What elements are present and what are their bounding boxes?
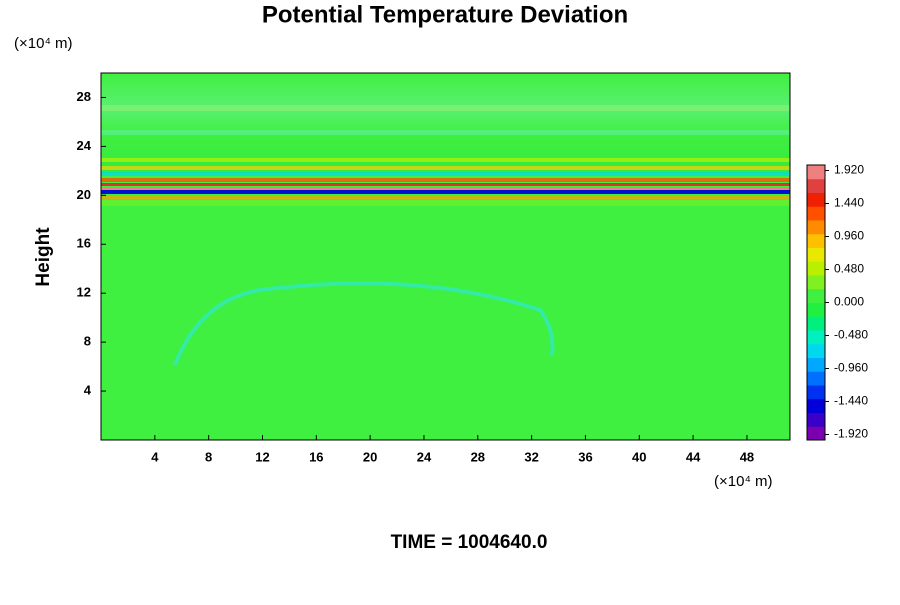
y-unit: (×10⁴ m): [14, 35, 73, 52]
colorbar-band: [807, 233, 825, 248]
time-annotation: TIME = 1004640.0: [391, 532, 548, 553]
x-tick-label: 40: [632, 449, 646, 464]
colorbar-band: [807, 398, 825, 413]
y-tick-label: 28: [77, 89, 91, 104]
colorbar-band: [807, 206, 825, 221]
colorbar-band: [807, 302, 825, 317]
y-tick-label: 8: [84, 334, 91, 349]
colorbar-label: 0.000: [834, 295, 864, 309]
y-tick-label: 24: [77, 138, 92, 153]
colorbar-band: [807, 275, 825, 290]
colorbar-band: [807, 412, 825, 427]
field: [101, 73, 790, 440]
x-tick-label: 16: [309, 449, 323, 464]
x-tick-label: 28: [471, 449, 485, 464]
colorbar-label: 0.480: [834, 262, 864, 276]
colorbar-band: [807, 343, 825, 358]
x-tick-label: 44: [686, 449, 701, 464]
x-unit: (×10⁴ m): [714, 473, 773, 490]
x-tick-label: 20: [363, 449, 377, 464]
x-tick-label: 24: [417, 449, 432, 464]
colorbar-band: [807, 192, 825, 207]
colorbar-label: 0.960: [834, 229, 864, 243]
colorbar-band: [807, 247, 825, 262]
x-tick-label: 32: [524, 449, 538, 464]
x-tick-label: 8: [205, 449, 212, 464]
plot-frame: [100, 72, 791, 441]
x-tick-label: 36: [578, 449, 592, 464]
colorbar-band: [807, 426, 825, 441]
colorbar-label: 1.440: [834, 196, 864, 210]
colorbar-label: -1.920: [834, 427, 868, 441]
colorbar-band: [807, 330, 825, 345]
colorbar-band: [807, 316, 825, 331]
colorbar-band: [807, 261, 825, 276]
colorbar-band: [807, 288, 825, 303]
colorbar-band: [807, 165, 825, 180]
x-tick-label: 48: [740, 449, 754, 464]
x-tick-label: 4: [151, 449, 159, 464]
x-tick-label: 12: [255, 449, 269, 464]
colorbar-band: [807, 385, 825, 400]
y-tick-label: 20: [77, 187, 91, 202]
colorbar-band: [807, 357, 825, 372]
colorbar-label: -0.960: [834, 361, 868, 375]
colorbar-label: 1.920: [834, 163, 864, 177]
colorbar-band: [807, 371, 825, 386]
colorbar-label: -0.480: [834, 328, 868, 342]
y-axis-label: Height: [33, 227, 54, 287]
y-tick-label: 4: [84, 383, 92, 398]
y-tick-label: 12: [77, 285, 91, 300]
colorbar-band: [807, 220, 825, 235]
y-tick-label: 16: [77, 236, 91, 251]
chart-title: Potential Temperature Deviation: [262, 1, 628, 28]
colorbar-label: -1.440: [834, 394, 868, 408]
colorbar-band: [807, 178, 825, 193]
